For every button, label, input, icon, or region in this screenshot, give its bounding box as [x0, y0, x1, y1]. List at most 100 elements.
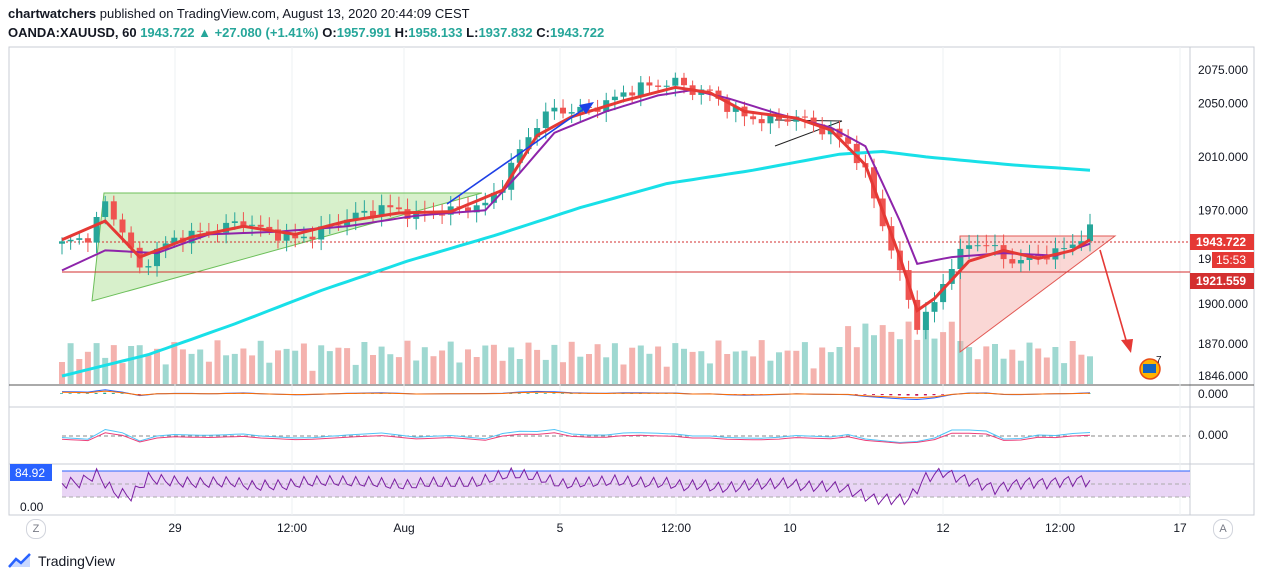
volume-bar: [827, 352, 834, 384]
volume-bar: [439, 350, 446, 384]
candle-body: [966, 245, 973, 249]
up-triangle-icon: ▲: [198, 25, 211, 40]
macd-histogram-bar: [880, 394, 884, 396]
candle-body: [93, 217, 100, 243]
auto-scale-button[interactable]: A: [1213, 519, 1233, 539]
candle-body: [145, 266, 152, 268]
volume-bar: [275, 350, 281, 384]
volume-bar: [395, 357, 402, 384]
volume-bar: [162, 364, 169, 384]
rsi-value-tag: [10, 464, 52, 481]
candle-body: [672, 77, 679, 86]
volume-bar: [1069, 341, 1076, 384]
candle-body: [1069, 244, 1076, 248]
candle-body: [309, 236, 316, 240]
ma-long-line: [61, 149, 1091, 378]
volume-bar: [335, 347, 342, 384]
candle-body: [992, 245, 998, 247]
volume-bar: [370, 355, 376, 384]
volume-bar: [715, 340, 722, 384]
price-axis: 2075.000 2050.000 2010.000 1970.000 1900.000…: [1198, 63, 1248, 383]
volume-bar: [698, 351, 705, 384]
volume-bar: [784, 350, 791, 384]
candle-body: [154, 248, 160, 267]
volume-bar: [102, 357, 109, 384]
candle-body: [231, 221, 238, 223]
high-value: 1958.133: [408, 25, 463, 40]
macd-histogram-bar: [60, 393, 63, 394]
volume-bar: [361, 342, 368, 384]
time-axis-label: 12:00: [277, 521, 307, 535]
volume-bar: [629, 347, 636, 384]
volume-bar: [283, 348, 290, 384]
volume-bar: [318, 345, 325, 384]
last-price-tag: [1190, 234, 1254, 250]
volume-bar: [689, 351, 696, 384]
volume-bar: [473, 357, 480, 384]
candle-body: [706, 89, 713, 91]
candle-body: [715, 90, 722, 99]
footer-brand: TradingView: [8, 553, 115, 569]
candle-body: [67, 239, 74, 242]
volume-bar: [560, 362, 566, 384]
candle-body: [257, 224, 264, 227]
candle-body: [240, 221, 247, 226]
publish-info: chartwatchers published on TradingView.c…: [8, 6, 470, 21]
volume-bar: [974, 359, 981, 384]
time-axis-label: 12:00: [661, 521, 691, 535]
volume-bar: [516, 359, 523, 384]
flag-icon: [1143, 364, 1156, 373]
volume-bar: [542, 359, 549, 384]
volume-bar: [119, 363, 126, 384]
high-label: H:: [394, 25, 409, 40]
macd-histogram-bar: [517, 393, 521, 394]
candle-body: [577, 106, 584, 112]
candle-body: [378, 205, 385, 217]
price-axis-label: 1870.000: [1198, 337, 1248, 351]
volume-bar: [594, 344, 601, 384]
candle-body: [473, 205, 480, 213]
candle-body: [620, 92, 627, 97]
volume-bar: [136, 345, 143, 384]
events-count: 7: [1156, 355, 1162, 366]
volume-bar: [793, 350, 800, 384]
candle-body: [1061, 248, 1068, 250]
macd-histogram-bar: [77, 393, 81, 394]
close-label: C:: [536, 25, 551, 40]
candle-body: [1078, 241, 1085, 245]
candle-body: [119, 219, 126, 233]
candle-body: [1087, 224, 1093, 242]
volume-bar: [845, 326, 852, 384]
volume-bar: [499, 360, 506, 384]
macd-histogram-bar: [68, 393, 72, 394]
macd-histogram-bar: [889, 394, 893, 396]
volume-bar: [508, 347, 515, 384]
candle-body: [922, 311, 929, 330]
low-value: 1937.832: [478, 25, 533, 40]
volume-bar: [551, 344, 558, 384]
macd-histogram-bar: [923, 394, 927, 396]
volume-bar: [888, 331, 895, 384]
countdown-text: 15:53: [1216, 253, 1246, 267]
candle-body: [983, 245, 990, 247]
volume-bar: [819, 347, 826, 384]
volume-bar: [292, 350, 299, 384]
price-axis-label: 2075.000: [1198, 63, 1248, 77]
volume-bar: [525, 342, 532, 384]
symbol-info: OANDA:XAUUSD, 60 1943.722 ▲ +27.080 (+1.…: [8, 25, 604, 40]
candle-body: [1009, 259, 1016, 264]
macd-histogram-bar: [863, 394, 867, 395]
red-triangle-pattern: [959, 235, 1117, 353]
timezone-button[interactable]: Z: [26, 519, 46, 539]
volume-bar: [223, 355, 230, 384]
candle-body: [534, 128, 541, 138]
open-value: 1957.991: [336, 25, 391, 40]
candle-body: [128, 232, 135, 248]
macd-histogram-bar: [932, 394, 936, 396]
volume-bar: [905, 321, 912, 384]
volume-bar: [1009, 349, 1016, 384]
price-axis-label: 2050.000: [1198, 96, 1248, 110]
volume-bar: [154, 348, 160, 384]
volume-bar: [1017, 360, 1024, 384]
